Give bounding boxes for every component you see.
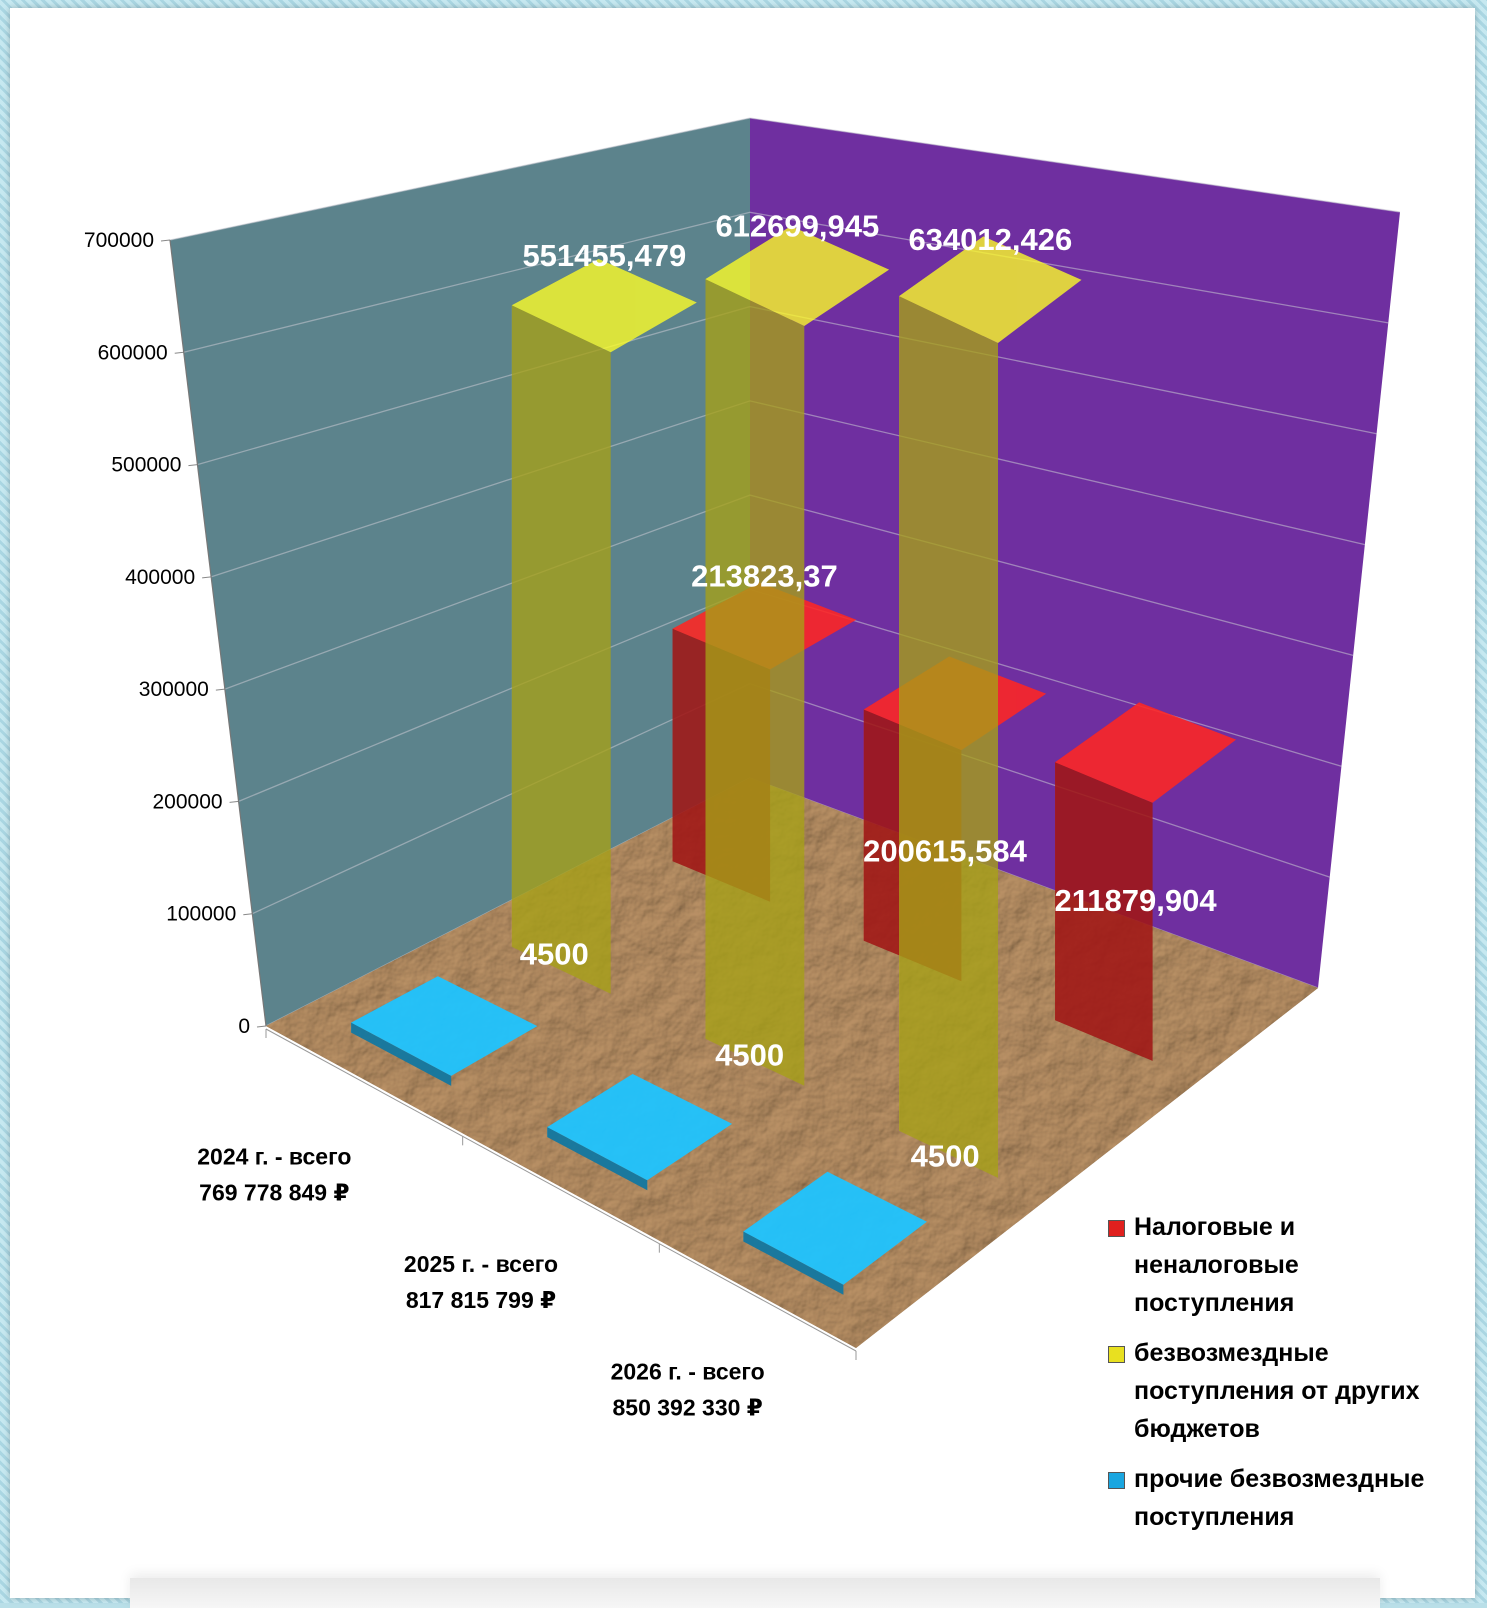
bar-face-side [1055,762,1153,1061]
x-category-total: 817 815 799 ₽ [406,1287,556,1313]
legend-swatch [1108,1346,1125,1363]
data-label: 634012,426 [908,222,1072,257]
legend-label: Налоговые и [1134,1213,1296,1241]
data-label: 211879,904 [1055,883,1218,918]
bar-face-top [705,226,890,326]
data-label: 612699,945 [715,208,879,243]
bar-face-side [547,1127,648,1191]
bar-face-top [743,1171,927,1285]
legend-label: поступления [1134,1289,1295,1317]
legend-label: прочие безвозмездные [1134,1465,1425,1493]
chart-3d-bar: 0 100000 200000 300000 400000 500000 600000 700… [84,117,1401,1420]
data-label: 200615,584 [863,834,1028,869]
y-tick-label: 400000 [125,566,195,589]
legend-label: безвозмездные [1134,1339,1329,1367]
y-tick-label: 100000 [166,903,236,926]
x-axis-line [265,1028,857,1352]
bar-face-top [899,236,1082,343]
bar-face-top [1055,702,1237,803]
bar-face-side [899,296,998,1178]
legend-swatch [1108,1472,1125,1489]
y-tick-label: 0 [238,1015,250,1038]
x-category-total: 850 392 330 ₽ [613,1394,763,1420]
y-tick-label: 600000 [98,341,168,364]
x-category-label: 2026 г. - всего [611,1358,765,1384]
bar-face-side [511,305,611,994]
gridline [183,211,1389,353]
gridline [169,117,1401,241]
y-tick-mark [202,576,212,579]
y-tick-label: 500000 [111,454,181,477]
legend-item: прочие безвозмездные поступления [1108,1460,1478,1536]
y-tick-mark [229,800,239,803]
y-tick-mark [215,688,225,691]
data-label: 551455,479 [522,238,686,273]
chart-card: 0 100000 200000 300000 400000 500000 600000 700… [10,8,1478,1608]
x-category-label: 2025 г. - всего [404,1251,558,1277]
bottom-shadow [130,1578,1380,1608]
y-tick-mark [174,351,184,354]
legend-label: поступления от других [1134,1377,1420,1405]
legend-swatch [1108,1220,1125,1237]
bar-face-top [511,259,697,353]
x-category-label: 2024 г. - всего [197,1144,351,1170]
bar-face-side [743,1231,844,1295]
x-category-total: 769 778 849 ₽ [199,1180,349,1206]
bar [899,236,1082,1178]
data-label: 213823,37 [691,558,838,593]
bar-face-side [705,279,805,1086]
bar [1055,702,1237,1061]
data-label: 4500 [520,936,589,971]
y-axis-line [169,239,267,1027]
bar [511,259,697,994]
bar-face-side [351,1022,452,1086]
y-tick-mark [188,464,198,467]
legend: Налоговые и неналоговые поступления безвозм… [1108,1208,1478,1548]
bar [705,226,890,1086]
y-tick-mark [160,239,171,242]
bar [351,976,538,1086]
bar [547,1074,733,1191]
y-tick-mark [243,913,253,916]
y-tick-label: 300000 [139,678,209,701]
legend-item: безвозмездные поступления от других бюджет… [1108,1334,1478,1448]
legend-label: неналоговые [1134,1251,1299,1279]
bar-face-top [547,1074,733,1181]
y-tick-label: 200000 [152,790,222,813]
y-tick-mark [256,1025,267,1028]
data-label: 4500 [911,1139,980,1174]
y-tick-label: 700000 [84,229,154,252]
legend-label: бюджетов [1134,1415,1260,1443]
bar-face-top [351,976,538,1076]
legend-item: Налоговые и неналоговые поступления [1108,1208,1478,1322]
bar [743,1171,927,1295]
legend-label: поступления [1134,1503,1295,1531]
data-label: 4500 [715,1037,784,1072]
